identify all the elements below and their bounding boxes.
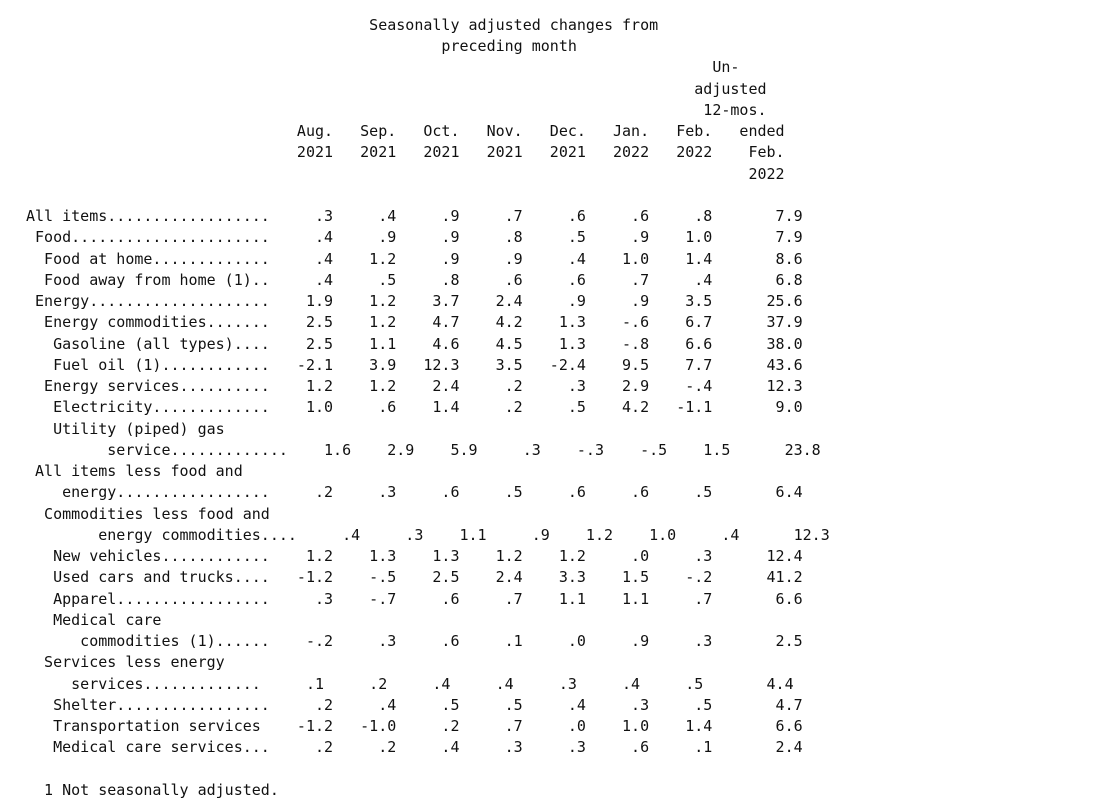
unadjusted-header-line-2: adjusted [26,80,767,98]
table-row: Transportation services -1.2 -1.0 .2 .7 … [26,717,803,735]
footnote: 1 Not seasonally adjusted. [26,781,279,799]
unadjusted-header-line-1: Un- [26,58,740,76]
table-row: services............. .1 .2 .4 .4 .3 .4 … [26,675,794,693]
header-title-line-1: Seasonally adjusted changes from [26,16,659,34]
table-row: All items.................. .3 .4 .9 .7 … [26,207,803,225]
table-row: Electricity............. 1.0 .6 1.4 .2 .… [26,398,803,416]
table-row: Medical care [26,611,162,629]
table-row: Medical care services... .2 .2 .4 .3 .3 … [26,738,803,756]
table-row: Used cars and trucks.... -1.2 -.5 2.5 2.… [26,568,803,586]
table-row: Fuel oil (1)............ -2.1 3.9 12.3 3… [26,356,803,374]
column-header-month-line: Aug. Sep. Oct. Nov. Dec. Jan. Feb. ended [26,122,785,140]
table-row: Utility (piped) gas [26,420,225,438]
table-row: Commodities less food and [26,505,270,523]
table-row: commodities (1)...... -.2 .3 .6 .1 .0 .9… [26,632,803,650]
table-row: service............. 1.6 2.9 5.9 .3 -.3 … [26,441,821,459]
table-row: Services less energy [26,653,225,671]
table-row: Energy services.......... 1.2 1.2 2.4 .2… [26,377,803,395]
table-row: Food away from home (1).. .4 .5 .8 .6 .6… [26,271,803,289]
table-row: Food...................... .4 .9 .9 .8 .… [26,228,803,246]
table-row: energy commodities.... .4 .3 1.1 .9 1.2 … [26,526,830,544]
table-row: Food at home............. .4 1.2 .9 .9 .… [26,250,803,268]
unadjusted-header-line-3: 12-mos. [26,101,767,119]
column-header-year-last-line: 2022 [26,165,785,183]
table-row: energy................. .2 .3 .6 .5 .6 .… [26,483,803,501]
table-row: Energy commodities....... 2.5 1.2 4.7 4.… [26,313,803,331]
table-row: New vehicles............ 1.2 1.3 1.3 1.2… [26,547,803,565]
table-row: Gasoline (all types).... 2.5 1.1 4.6 4.5… [26,335,803,353]
table-row: Shelter................. .2 .4 .5 .5 .4 … [26,696,803,714]
table-row: Apparel................. .3 -.7 .6 .7 1.… [26,590,803,608]
column-header-year-line: 2021 2021 2021 2021 2021 2022 2022 Feb. [26,143,785,161]
table-row: Energy.................... 1.9 1.2 3.7 2… [26,292,803,310]
header-title-line-2: preceding month [26,37,577,55]
table-row: All items less food and [26,462,243,480]
